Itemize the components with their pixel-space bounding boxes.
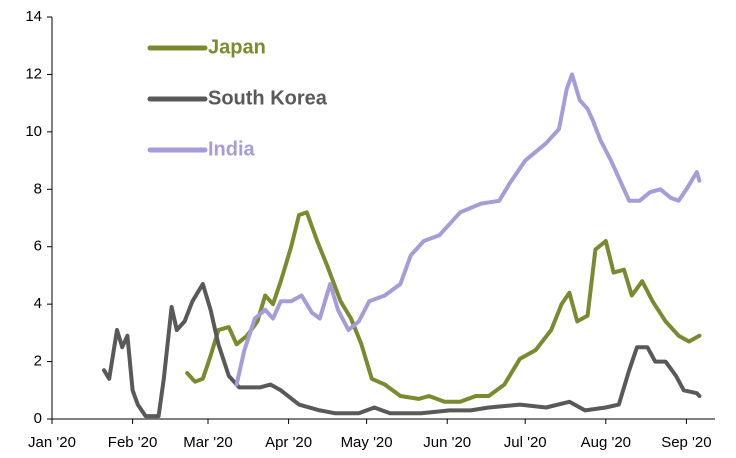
y-tick-label: 12	[25, 65, 42, 82]
x-tick-label: Sep '20	[661, 434, 711, 451]
y-tick-label: 8	[34, 180, 42, 197]
legend-label: South Korea	[208, 87, 328, 109]
legend-label: India	[208, 138, 256, 160]
x-tick-label: Jan '20	[28, 434, 76, 451]
series-line	[102, 282, 702, 419]
x-tick-label: Mar '20	[183, 434, 233, 451]
series-line	[185, 210, 702, 404]
y-tick-label: 6	[34, 238, 42, 255]
x-tick-label: Jul '20	[504, 434, 547, 451]
y-tick-label: 4	[34, 295, 42, 312]
series-line	[234, 72, 702, 387]
x-tick-label: Feb '20	[108, 434, 158, 451]
x-tick-label: Apr '20	[265, 434, 312, 451]
x-tick-label: Jun '20	[423, 434, 471, 451]
x-tick-label: May '20	[341, 434, 393, 451]
x-tick-label: Aug '20	[581, 434, 631, 451]
y-tick-label: 14	[25, 8, 42, 25]
y-tick-label: 2	[34, 353, 42, 370]
y-tick-label: 10	[25, 123, 42, 140]
y-tick-label: 0	[34, 410, 42, 427]
legend-label: Japan	[208, 36, 266, 58]
